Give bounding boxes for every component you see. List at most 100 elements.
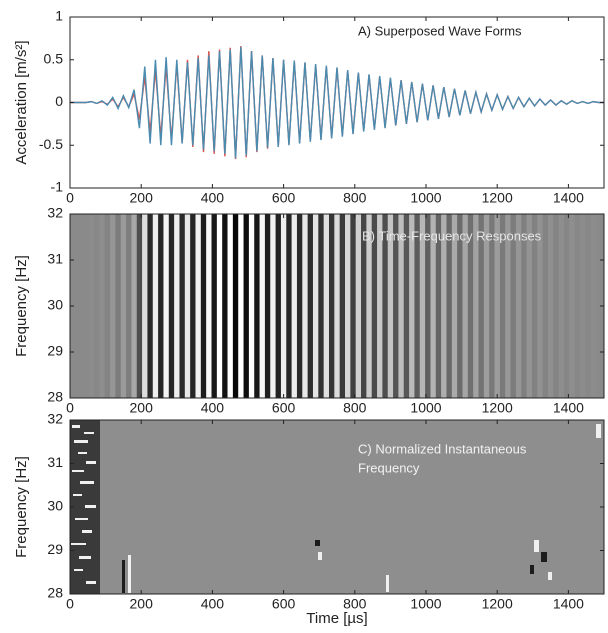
heatmap-stripe	[371, 214, 378, 398]
y-tick-label: 28	[47, 585, 63, 601]
x-tick-label: 800	[343, 190, 367, 206]
heatmap-stripe	[291, 214, 298, 398]
heatmap-stripe	[585, 214, 591, 398]
x-axis-label: Time [µs]	[306, 610, 367, 627]
heatmap-stripe	[222, 214, 228, 398]
heatmap-stripe	[323, 214, 330, 398]
x-tick-label: 1400	[553, 596, 584, 612]
x-tick-label: 1200	[482, 596, 513, 612]
heatmap-stripe	[211, 214, 218, 398]
plot-area	[70, 214, 604, 398]
x-tick-label: 1200	[482, 190, 513, 206]
heatmap-stripe	[590, 214, 597, 398]
heatmap-stripe	[147, 214, 154, 398]
heatmap-stripe	[467, 214, 474, 398]
heatmap-stripe	[510, 214, 517, 398]
heatmap-stripe	[126, 214, 132, 398]
heatmap-stripe	[142, 214, 148, 398]
heatmap-stripe	[152, 214, 159, 398]
heatmap-stripe	[558, 214, 565, 398]
x-tick-label: 600	[272, 190, 296, 206]
x-tick-label: 600	[272, 400, 296, 416]
heatmap-stripe	[419, 214, 426, 398]
x-tick-label: 1000	[410, 596, 441, 612]
panel-title: C) Normalized Instantaneous	[358, 441, 527, 456]
heatmap-stripe	[280, 214, 287, 398]
heatmap-stripe	[168, 214, 175, 398]
heatmap-stripe	[83, 214, 89, 398]
heatmap-stripe	[243, 214, 250, 398]
y-tick-label: -0.5	[39, 136, 63, 152]
heatmap-stripe	[435, 214, 442, 398]
y-tick-label: 29	[47, 541, 63, 557]
heatmap-stripe	[547, 214, 554, 398]
heatmap-stripe	[537, 214, 543, 398]
heatmap-stripe	[393, 214, 399, 398]
wave-line	[70, 46, 604, 159]
heatmap-stripe	[88, 214, 95, 398]
heatmap-stripe	[366, 214, 373, 398]
heatmap-stripe	[361, 214, 367, 398]
y-tick-label: 1	[55, 8, 63, 24]
y-tick-label: 32	[47, 411, 63, 427]
x-tick-label: 200	[130, 190, 154, 206]
heatmap-stripe	[377, 214, 383, 398]
heatmap-stripe	[398, 214, 405, 398]
y-tick-label: 32	[47, 205, 63, 221]
x-tick-label: 400	[201, 190, 225, 206]
heatmap-stripe	[462, 214, 469, 398]
heatmap-stripe	[531, 214, 538, 398]
heatmap-stripe	[345, 214, 351, 398]
heatmap-stripe	[579, 214, 586, 398]
x-tick-label: 1400	[553, 190, 584, 206]
heatmap-stripe	[355, 214, 362, 398]
heatmap-stripe	[238, 214, 244, 398]
heatmap-stripe	[494, 214, 501, 398]
heatmap-stripe	[179, 214, 186, 398]
heatmap-stripe	[489, 214, 495, 398]
heatmap-stripe	[382, 214, 389, 398]
x-tick-label: 600	[272, 596, 296, 612]
heatmap-stripe	[195, 214, 202, 398]
heatmap-stripe	[104, 214, 111, 398]
heatmap-stripe	[110, 214, 116, 398]
y-tick-label: 28	[47, 389, 63, 405]
heatmap-stripe	[206, 214, 212, 398]
heatmap-stripe	[542, 214, 549, 398]
heatmap-stripe	[286, 214, 292, 398]
heatmap-stripe	[184, 214, 191, 398]
y-tick-label: -1	[51, 179, 64, 195]
heatmap-stripe	[339, 214, 346, 398]
heatmap-stripe	[553, 214, 559, 398]
heatmap-stripe	[94, 214, 100, 398]
y-tick-label: 30	[47, 498, 63, 514]
heatmap-stripe	[334, 214, 340, 398]
heatmap-stripe	[521, 214, 527, 398]
heatmap-stripe	[595, 214, 602, 398]
heatmap-stripe	[232, 214, 239, 398]
x-tick-label: 1200	[482, 400, 513, 416]
plot-frame	[69, 213, 605, 399]
plot-frame	[69, 16, 605, 189]
heatmap-stripe	[446, 214, 453, 398]
x-tick-label: 1400	[553, 400, 584, 416]
heatmap-stripe	[499, 214, 506, 398]
heatmap-stripe	[387, 214, 394, 398]
heatmap-stripe	[296, 214, 303, 398]
heatmap-stripe	[457, 214, 463, 398]
x-tick-label: 400	[201, 400, 225, 416]
heatmap-stripe	[526, 214, 533, 398]
plot-frame	[69, 419, 605, 595]
heatmap-stripe	[99, 214, 106, 398]
heatmap-stripe	[302, 214, 308, 398]
heatmap-stripe	[248, 214, 255, 398]
y-tick-label: 29	[47, 343, 63, 359]
heatmap-stripe	[174, 214, 180, 398]
x-tick-label: 800	[343, 596, 367, 612]
heatmap-stripe	[483, 214, 490, 398]
x-tick-label: 200	[130, 596, 154, 612]
y-tick-label: 0.5	[44, 50, 64, 66]
heatmap-stripe	[270, 214, 276, 398]
heatmap-stripe	[515, 214, 522, 398]
y-tick-label: 31	[47, 251, 63, 267]
